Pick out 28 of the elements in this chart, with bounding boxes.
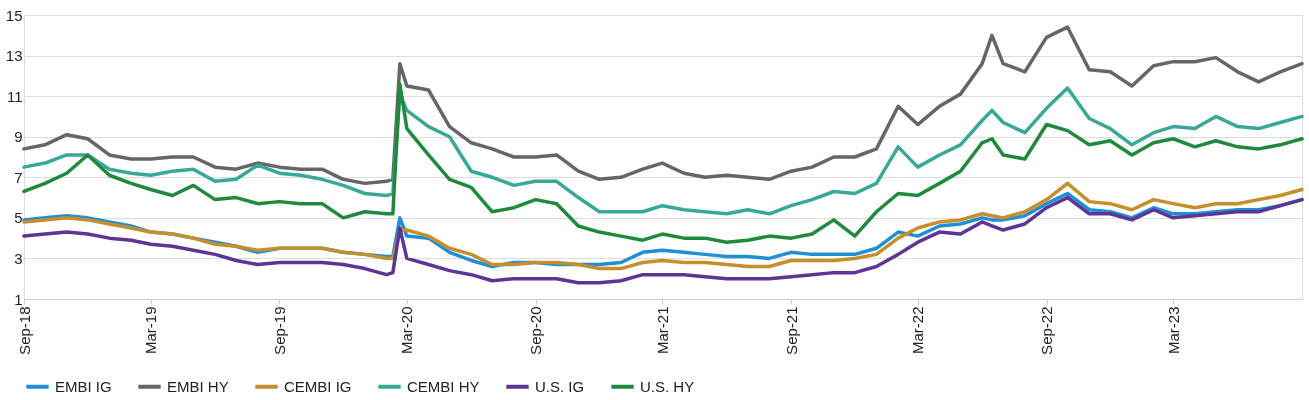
legend-label: EMBI HY (167, 377, 229, 395)
x-tick-label: Sep-20 (527, 306, 545, 355)
x-tick-label: Sep-18 (15, 306, 33, 355)
y-tick-label: 13 (5, 47, 23, 65)
y-tick-label: 5 (14, 209, 23, 227)
x-tick-label: Sep-21 (782, 306, 800, 355)
x-tick-label: Mar-21 (653, 306, 671, 355)
line-series (22, 25, 1304, 186)
line-series (22, 86, 1304, 216)
y-tick-label: 7 (14, 168, 23, 186)
legend-label: U.S. HY (640, 377, 695, 395)
x-tick-label: Sep-19 (270, 306, 288, 355)
x-tick-label: Mar-19 (142, 306, 160, 355)
x-tick-label: Sep-22 (1038, 306, 1056, 355)
y-tick-label: 11 (6, 87, 23, 105)
line-series (22, 82, 1304, 244)
legend-label: CEMBI IG (284, 377, 352, 395)
y-tick-label: 15 (5, 6, 23, 24)
x-tick-label: Mar-22 (909, 306, 927, 355)
x-tick-label: Mar-23 (1164, 306, 1182, 355)
y-tick-label: 9 (14, 128, 23, 146)
line-series (22, 195, 1304, 285)
y-tick-label: 1 (14, 290, 23, 308)
legend-label: EMBI IG (55, 377, 112, 395)
y-tick-label: 3 (14, 249, 23, 267)
legend-label: CEMBI HY (407, 377, 480, 395)
legend-label: U.S. IG (535, 377, 585, 395)
x-tick-label: Mar-20 (398, 306, 416, 355)
